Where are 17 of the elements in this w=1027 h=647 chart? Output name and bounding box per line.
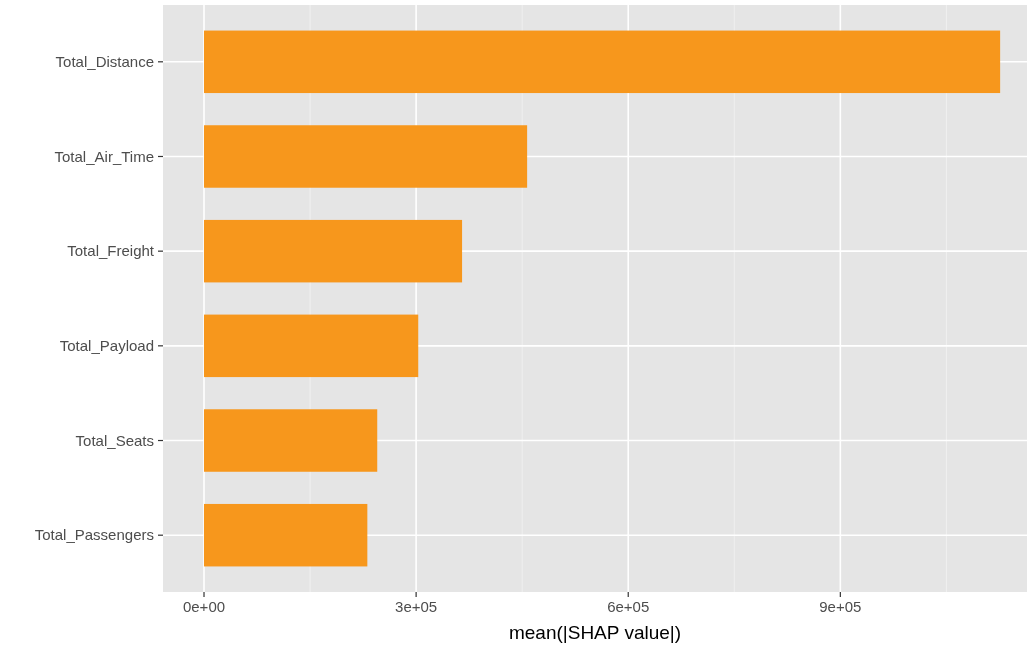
x-tick-label: 3e+05 (395, 598, 438, 615)
y-tick-label: Total_Distance (55, 53, 154, 71)
bar (204, 30, 1001, 94)
y-tick-label: Total_Passengers (34, 526, 154, 544)
x-tick-label: 0e+00 (182, 598, 226, 615)
x-tick-label: 6e+05 (607, 598, 650, 615)
bar (204, 125, 528, 188)
bar (204, 409, 378, 472)
x-tick-label: 9e+05 (819, 598, 862, 615)
y-tick-label: Total_Payload (59, 337, 154, 355)
y-tick-label: Total_Seats (75, 431, 154, 449)
x-axis-title: mean(|SHAP value|) (508, 622, 682, 643)
bar (204, 219, 463, 283)
bar (204, 503, 368, 567)
y-tick-label: Total_Freight (67, 242, 155, 260)
bar (204, 314, 419, 378)
y-tick-label: Total_Air_Time (54, 147, 154, 165)
